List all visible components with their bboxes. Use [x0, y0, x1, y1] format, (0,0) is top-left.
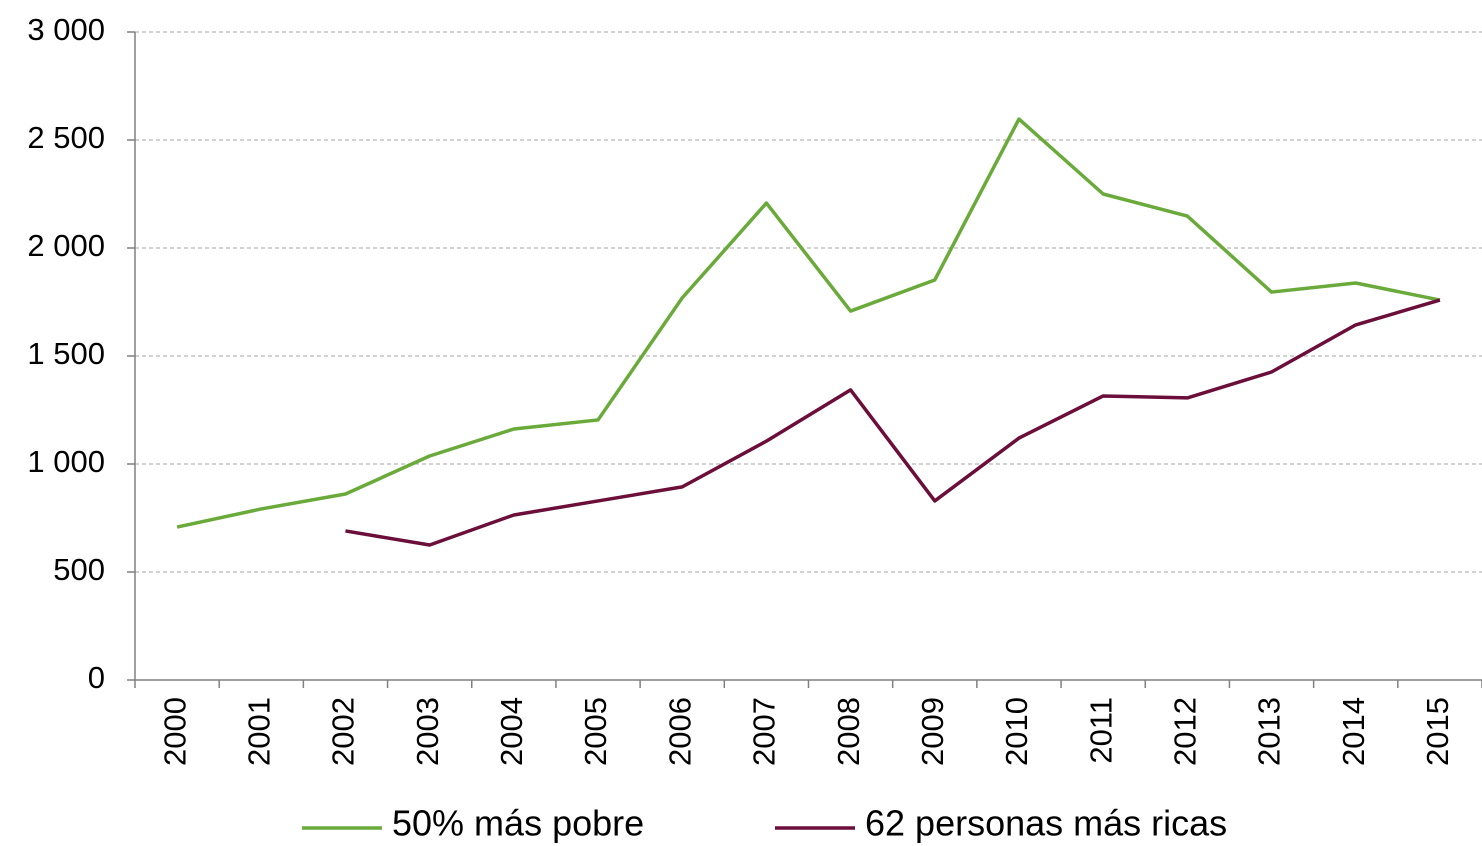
series-line — [345, 298, 1441, 547]
y-tick-label: 3 000 — [27, 12, 105, 47]
y-tick-label: 1 000 — [27, 444, 105, 479]
x-tick-label: 2007 — [747, 697, 782, 766]
x-tick-label: 2013 — [1252, 697, 1287, 766]
x-tick-label: 2000 — [157, 697, 192, 766]
legend-label: 62 personas más ricas — [865, 803, 1227, 844]
x-tick-label: 2014 — [1336, 697, 1371, 766]
x-tick-label: 2002 — [326, 697, 361, 766]
y-tick-label: 500 — [53, 552, 105, 587]
x-tick-label: 2012 — [1168, 697, 1203, 766]
x-tick-label: 2008 — [831, 697, 866, 766]
x-tick-label: 2003 — [410, 697, 445, 766]
x-tick-label: 2005 — [578, 697, 613, 766]
y-tick-label: 2 500 — [27, 120, 105, 155]
x-tick-label: 2015 — [1420, 697, 1455, 766]
series-line — [176, 117, 1441, 529]
x-tick-label: 2011 — [1083, 697, 1118, 764]
x-tick-label: 2006 — [662, 697, 697, 766]
x-tick-label: 2009 — [915, 697, 950, 766]
y-tick-label: 1 500 — [27, 336, 105, 371]
y-tick-label: 2 000 — [27, 228, 105, 263]
x-tick-label: 2010 — [999, 697, 1034, 766]
legend-label: 50% más pobre — [392, 803, 644, 844]
x-tick-label: 2001 — [241, 697, 276, 766]
x-tick-label: 2004 — [494, 697, 529, 766]
y-tick-label: 0 — [88, 660, 105, 695]
